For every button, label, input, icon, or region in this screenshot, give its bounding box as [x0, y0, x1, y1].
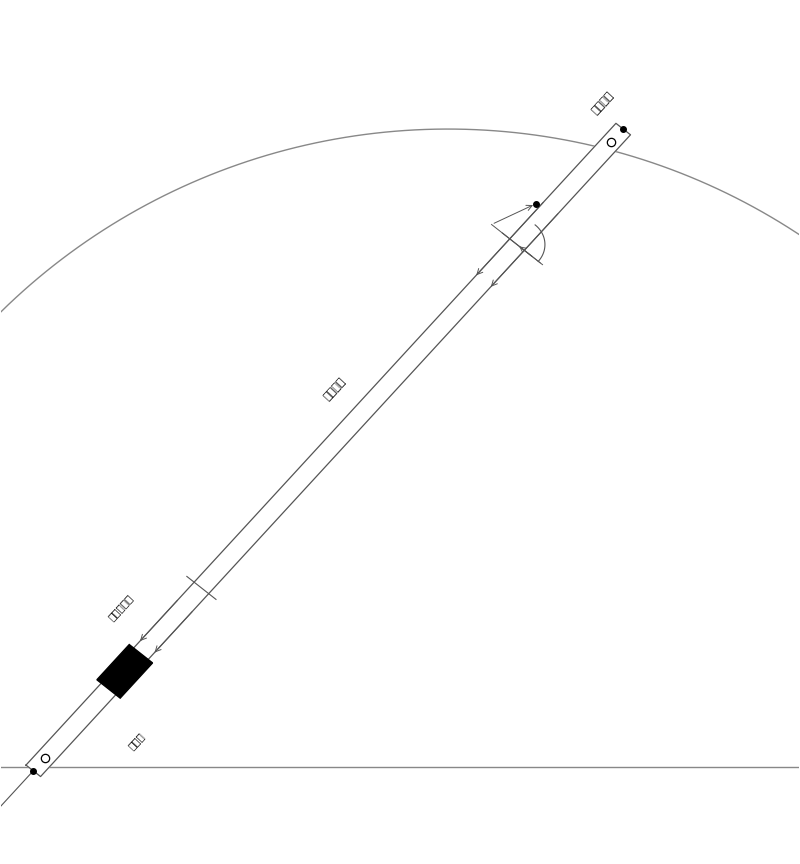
Text: 尺寸链组: 尺寸链组 — [322, 375, 347, 402]
Polygon shape — [26, 124, 630, 777]
Text: 锚固桩板: 锚固桩板 — [590, 90, 616, 117]
Polygon shape — [97, 645, 153, 698]
Text: 收敛计: 收敛计 — [126, 731, 146, 752]
Text: 收敛计铆尺: 收敛计铆尺 — [106, 593, 135, 622]
